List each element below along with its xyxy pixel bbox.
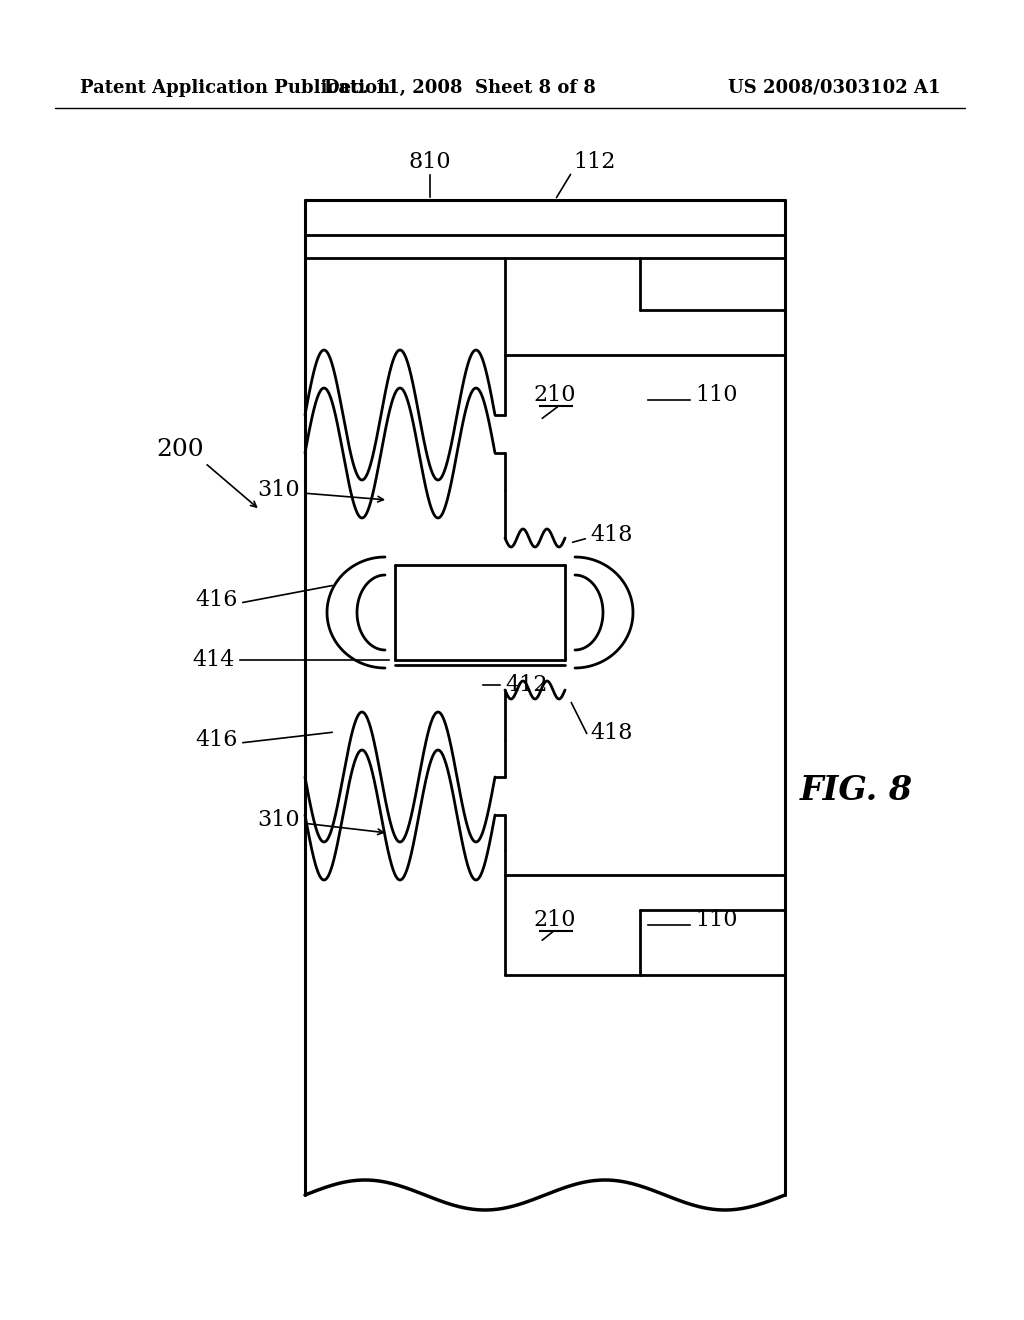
- Text: Patent Application Publication: Patent Application Publication: [80, 79, 390, 96]
- Text: US 2008/0303102 A1: US 2008/0303102 A1: [727, 79, 940, 96]
- Text: 110: 110: [695, 909, 737, 931]
- Text: 110: 110: [695, 384, 737, 407]
- Text: 310: 310: [257, 809, 300, 832]
- Text: 416: 416: [196, 589, 238, 611]
- Text: 210: 210: [534, 909, 577, 931]
- Text: 416: 416: [196, 729, 238, 751]
- Text: 810: 810: [409, 150, 452, 173]
- Text: FIG. 8: FIG. 8: [800, 774, 913, 807]
- Text: 418: 418: [590, 524, 633, 546]
- Text: 412: 412: [505, 675, 548, 696]
- Text: 414: 414: [193, 649, 234, 671]
- Text: 310: 310: [257, 479, 300, 502]
- Text: 418: 418: [590, 722, 633, 744]
- Text: 112: 112: [573, 150, 616, 173]
- Text: Dec. 11, 2008  Sheet 8 of 8: Dec. 11, 2008 Sheet 8 of 8: [324, 79, 596, 96]
- Text: 200: 200: [157, 438, 204, 462]
- Text: 210: 210: [534, 384, 577, 407]
